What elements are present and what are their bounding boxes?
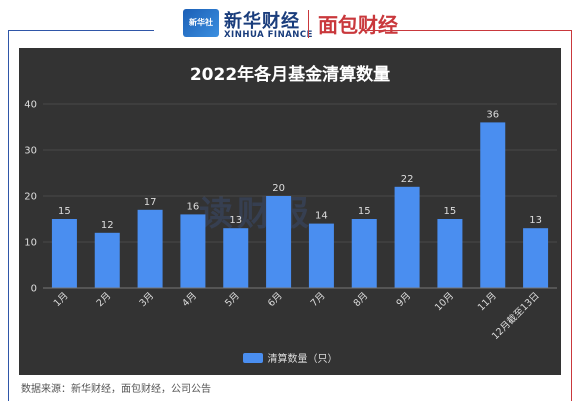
bar — [351, 219, 377, 288]
y-tick-label: 20 — [24, 192, 37, 203]
xinhua-logo: 新华社 — [183, 9, 219, 37]
xinhua-finance-en: XINHUA FINANCE — [224, 30, 313, 40]
bar — [437, 219, 463, 288]
data-label: 13 — [229, 215, 242, 226]
bar — [94, 232, 120, 288]
data-label: 15 — [358, 206, 371, 217]
x-tick-label: 4月 — [180, 290, 199, 309]
bar — [394, 186, 420, 288]
mianbao-logo: 面包财经 — [318, 13, 398, 37]
frame-border-right — [361, 30, 572, 401]
x-tick-label: 10月 — [433, 290, 456, 313]
x-tick-label: 6月 — [266, 290, 285, 309]
bar — [180, 214, 206, 288]
header-divider — [308, 10, 309, 38]
y-tick-label: 0 — [31, 284, 37, 295]
frame-border-left — [8, 30, 154, 401]
source-note: 数据来源：新华财经，面包财经，公司公告 — [21, 384, 211, 395]
x-tick-label: 8月 — [352, 290, 371, 309]
y-tick-label: 10 — [24, 238, 37, 249]
legend-swatch — [242, 353, 263, 363]
data-label: 15 — [58, 206, 71, 217]
bar-chart: 0 10 20 30 40 15 1月 12 2月 17 3月 16 4月 13 5月 20 6月 14 7月 15 8… — [24, 100, 557, 342]
data-label: 36 — [486, 109, 499, 120]
x-tick-label: 9月 — [394, 290, 413, 309]
bar — [308, 223, 334, 288]
bar — [266, 196, 292, 288]
x-tick-label: 1月 — [52, 290, 71, 309]
x-tick-label: 11月 — [476, 290, 499, 313]
x-tick-label: 2月 — [95, 290, 114, 309]
xinhua-finance-cn: 新华财经 — [224, 11, 300, 32]
x-tick-label: 5月 — [223, 290, 242, 309]
data-label: 14 — [315, 211, 328, 222]
data-label: 13 — [529, 215, 542, 226]
chart-title: 2022年各月基金清算数量 — [189, 65, 391, 85]
x-tick-label: 7月 — [309, 290, 328, 309]
y-tick-label: 40 — [24, 100, 37, 111]
bar — [223, 228, 249, 288]
x-tick-label: 3月 — [137, 290, 156, 309]
chart-panel: 2022年各月基金清算数量 读财报 0 10 20 30 40 15 1月 12 2月 17 3月 1… — [19, 48, 561, 375]
data-label: 20 — [272, 183, 285, 194]
bar — [480, 122, 506, 289]
data-label: 17 — [144, 197, 157, 208]
legend-label: 清算数量（只） — [267, 354, 338, 365]
y-tick-label: 30 — [24, 146, 37, 157]
bar — [137, 209, 163, 288]
data-label: 12 — [101, 220, 114, 231]
data-label: 16 — [187, 201, 200, 212]
legend[interactable]: 清算数量（只） — [19, 350, 561, 365]
header: 新华社 新华财经 XINHUA FINANCE 面包财经 — [0, 0, 580, 48]
data-label: 22 — [401, 174, 414, 185]
bar — [523, 228, 549, 288]
data-label: 15 — [444, 206, 457, 217]
bar — [51, 219, 77, 288]
